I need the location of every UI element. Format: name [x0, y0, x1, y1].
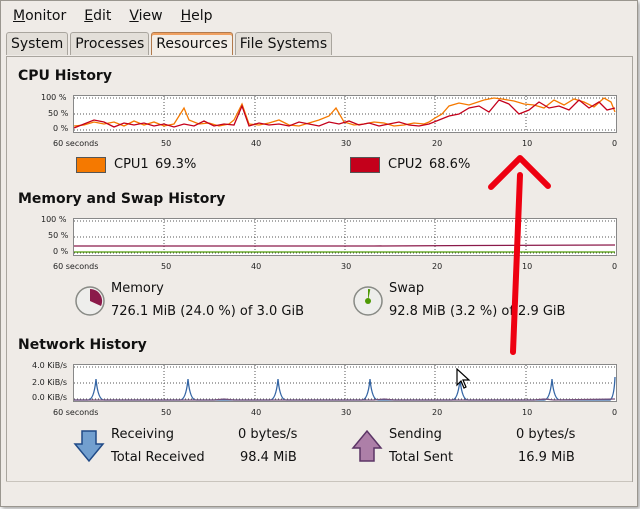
status-bar	[6, 481, 632, 504]
net-x-tick-20: 20	[432, 408, 443, 417]
tab-bar: System Processes Resources File Systems	[6, 32, 334, 56]
sending-label: Sending	[389, 427, 442, 442]
total-received-label: Total Received	[111, 450, 205, 465]
tab-system[interactable]: System	[6, 32, 69, 55]
mem-y-tick-100: 100 %	[41, 215, 67, 224]
mem-x-tick-0: 0	[612, 262, 618, 271]
memory-pie-icon[interactable]	[73, 284, 107, 318]
memory-usage-text: 726.1 MiB (24.0 %) of 3.0 GiB	[111, 304, 305, 319]
menu-edit[interactable]: Edit	[78, 8, 117, 24]
menu-bar: Monitor Edit View Help	[1, 1, 637, 31]
memory-label: Memory	[111, 281, 164, 296]
net-y-tick-4: 4.0 KiB/s	[32, 361, 68, 370]
cpu1-label: CPU1	[114, 157, 149, 172]
cpu-x-tick-30: 30	[341, 139, 352, 148]
sending-arrow-up-icon[interactable]	[351, 429, 383, 463]
menu-help[interactable]: Help	[175, 8, 219, 24]
cpu2-value: 68.6%	[429, 157, 471, 172]
receiving-arrow-down-icon[interactable]	[73, 429, 105, 463]
sending-value: 0 bytes/s	[516, 427, 576, 442]
net-x-tick-30: 30	[341, 408, 352, 417]
memory-history-graph	[73, 218, 617, 256]
cpu-x-tick-40: 40	[251, 139, 262, 148]
total-sent-label: Total Sent	[389, 450, 454, 465]
mem-x-tick-40: 40	[251, 262, 262, 271]
cpu2-series-line	[74, 99, 616, 129]
cpu2-label: CPU2	[388, 157, 423, 172]
receiving-label: Receiving	[111, 427, 175, 442]
mouse-cursor-icon	[456, 368, 471, 389]
swap-pie-icon[interactable]	[351, 284, 385, 318]
menu-monitor-rest: onitor	[25, 8, 67, 24]
tab-resources[interactable]: Resources	[151, 32, 233, 55]
net-x-tick-40: 40	[251, 408, 262, 417]
mem-x-tick-30: 30	[341, 262, 352, 271]
cpu-x-tick-0: 0	[612, 139, 618, 148]
net-x-tick-10: 10	[522, 408, 533, 417]
net-y-tick-0: 0.0 KiB/s	[32, 393, 68, 402]
mem-x-tick-60: 60 seconds	[53, 262, 99, 271]
cpu-history-graph	[73, 95, 617, 133]
tab-file-systems[interactable]: File Systems	[234, 32, 333, 55]
menu-edit-rest: dit	[93, 8, 112, 24]
total-sent-value: 16.9 MiB	[518, 450, 575, 465]
net-y-tick-2: 2.0 KiB/s	[32, 378, 68, 387]
cpu-x-tick-10: 10	[522, 139, 533, 148]
network-history-graph	[73, 364, 617, 402]
cpu1-value: 69.3%	[155, 157, 197, 172]
menu-monitor[interactable]: Monitor	[7, 8, 72, 24]
mem-x-tick-50: 50	[161, 262, 172, 271]
cpu-history-title: CPU History	[18, 68, 112, 84]
tab-processes[interactable]: Processes	[70, 32, 150, 55]
menu-view[interactable]: View	[123, 8, 168, 24]
mem-y-tick-50: 50 %	[48, 231, 69, 240]
network-history-title: Network History	[18, 337, 147, 353]
cpu-x-tick-20: 20	[432, 139, 443, 148]
menu-help-mnemonic: H	[180, 8, 192, 24]
menu-edit-mnemonic: E	[84, 8, 94, 24]
net-x-tick-60: 60 seconds	[53, 408, 99, 417]
cpu-y-tick-50: 50 %	[48, 109, 69, 118]
net-x-tick-0: 0	[612, 408, 618, 417]
menu-view-rest: iew	[138, 8, 163, 24]
mem-x-tick-10: 10	[522, 262, 533, 271]
cpu-y-tick-100: 100 %	[41, 93, 67, 102]
receiving-value: 0 bytes/s	[238, 427, 298, 442]
sending-series-line	[74, 398, 616, 401]
cpu2-color-swatch[interactable]	[350, 157, 380, 173]
cpu-x-tick-60: 60 seconds	[53, 139, 99, 148]
menu-monitor-mnemonic: M	[13, 8, 26, 24]
cpu1-color-swatch[interactable]	[76, 157, 106, 173]
mem-y-tick-0: 0 %	[53, 247, 69, 256]
swap-label: Swap	[389, 281, 425, 296]
memory-history-title: Memory and Swap History	[18, 191, 226, 207]
cpu-x-tick-50: 50	[161, 139, 172, 148]
menu-help-rest: elp	[191, 8, 213, 24]
net-x-tick-50: 50	[161, 408, 172, 417]
total-received-value: 98.4 MiB	[240, 450, 297, 465]
memory-series-line	[74, 244, 616, 247]
mem-x-tick-20: 20	[432, 262, 443, 271]
menu-view-mnemonic: V	[129, 8, 139, 24]
cpu-y-tick-0: 0 %	[53, 124, 69, 133]
swap-usage-text: 92.8 MiB (3.2 %) of 2.9 GiB	[389, 304, 566, 319]
